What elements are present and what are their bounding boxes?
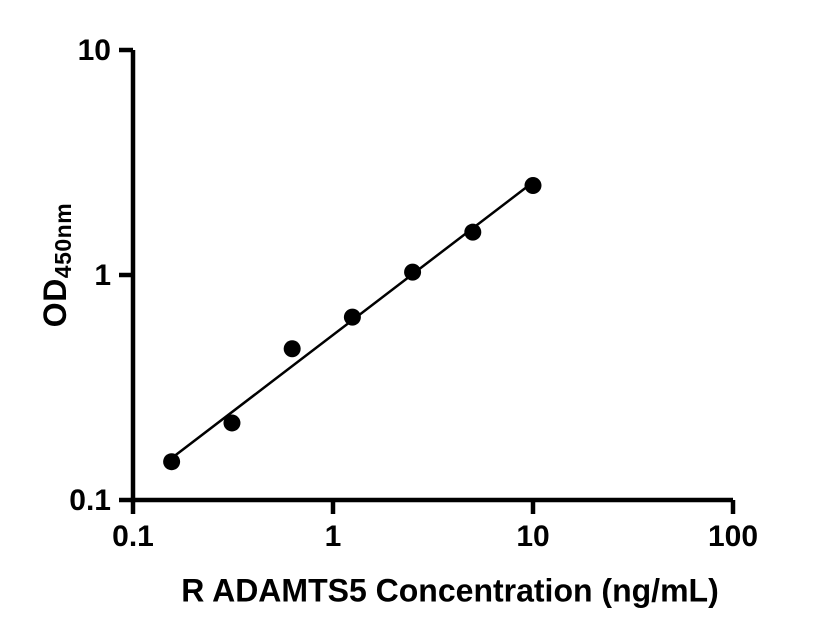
x-tick-label: 1: [325, 520, 342, 553]
data-point: [283, 340, 301, 358]
y-axis-title-subscript: 450nm: [50, 202, 76, 279]
data-point: [163, 453, 181, 471]
data-point: [404, 263, 422, 281]
y-tick-label: 10: [78, 34, 111, 67]
x-tick-label: 100: [708, 520, 758, 553]
y-tick-label: 0.1: [69, 484, 111, 517]
y-axis-title-main: OD: [37, 278, 73, 328]
x-tick-label: 10: [516, 520, 549, 553]
data-point: [343, 308, 361, 326]
x-axis-title: R ADAMTS5 Concentration (ng/mL): [181, 572, 719, 609]
y-axis-title: OD450nm: [37, 203, 77, 327]
x-tick-label: 0.1: [112, 520, 154, 553]
data-point: [223, 414, 241, 432]
y-tick-label: 1: [94, 259, 111, 292]
data-point: [464, 223, 482, 241]
data-point: [524, 176, 542, 194]
